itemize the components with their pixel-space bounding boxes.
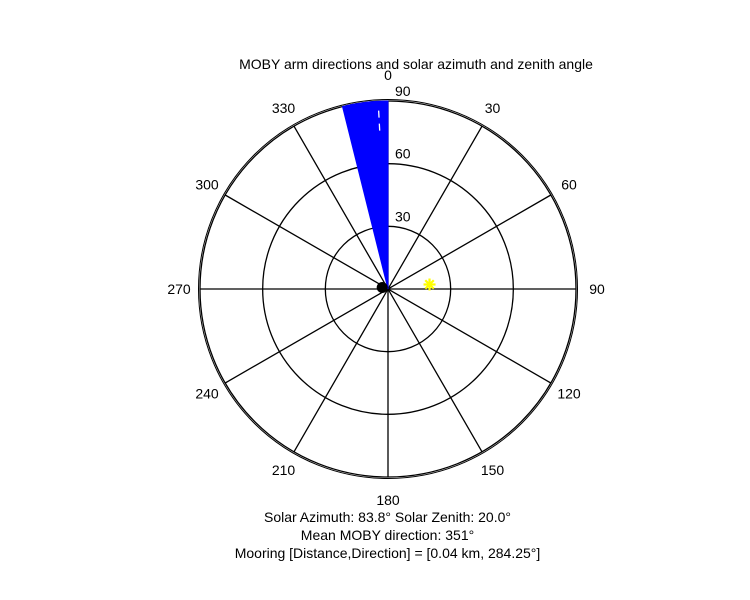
chart-title: MOBY arm directions and solar azimuth an…: [239, 56, 593, 72]
angle-tick-240: 240: [195, 386, 219, 402]
angle-tick-30: 30: [485, 100, 501, 116]
solar-info-line: Solar Azimuth: 83.8° Solar Zenith: 20.0°: [264, 509, 511, 525]
moby-direction-line: Mean MOBY direction: 351°: [300, 527, 475, 543]
mooring-info-line: Mooring [Distance,Direction] = [0.04 km,…: [234, 545, 541, 561]
angle-tick-120: 120: [557, 386, 581, 402]
sun-marker-stroke: [424, 279, 435, 290]
angle-tick-150: 150: [481, 462, 505, 478]
radial-tick-30: 30: [395, 208, 411, 224]
angle-tick-210: 210: [272, 462, 296, 478]
angle-tick-270: 270: [167, 281, 191, 297]
sun-marker: [423, 278, 436, 291]
angle-tick-90: 90: [589, 281, 605, 297]
outer-tick-ring: [198, 99, 578, 479]
arm-dash-0: [378, 110, 381, 134]
radial-tick-90: 90: [395, 83, 411, 99]
angle-tick-330: 330: [272, 100, 296, 116]
angle-tick-180: 180: [376, 492, 400, 508]
arm-direction-sector: [341, 100, 389, 290]
angle-tick-0: 0: [384, 67, 392, 83]
moby-marker: [376, 282, 388, 294]
angle-tick-60: 60: [561, 177, 577, 193]
radial-tick-60: 60: [395, 146, 411, 162]
angle-tick-300: 300: [195, 177, 219, 193]
